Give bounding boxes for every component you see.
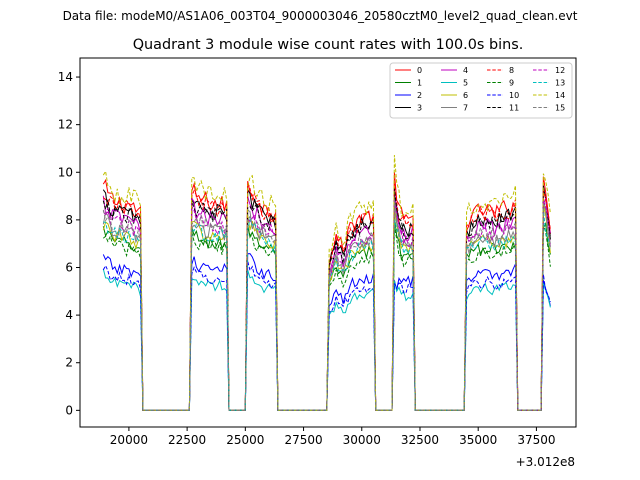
x-tick-label: 22500 (168, 433, 206, 447)
legend-label-11: 11 (509, 104, 519, 113)
x-axis: 20000 22500 25000 27500 30000 32500 35000 37500 (110, 427, 556, 447)
y-tick-label: 4 (65, 308, 73, 322)
x-tick-label: 35000 (459, 433, 497, 447)
legend-label-9: 9 (509, 79, 514, 88)
legend-frame (389, 62, 573, 119)
legend-label-12: 12 (555, 66, 565, 75)
legend-label-1: 1 (417, 79, 422, 88)
y-tick-label: 10 (58, 165, 73, 179)
legend-label-0: 0 (417, 66, 422, 75)
legend-label-10: 10 (509, 91, 519, 100)
y-tick-label: 12 (58, 118, 73, 132)
y-tick-label: 14 (58, 70, 73, 84)
x-tick-label: 25000 (226, 433, 264, 447)
legend-label-7: 7 (463, 104, 468, 113)
x-tick-label: 37500 (517, 433, 555, 447)
chart-title: Quadrant 3 module wise count rates with … (133, 37, 524, 53)
series-line-14 (102, 155, 551, 411)
data-file-label: Data file: modeM0/AS1A06_003T04_90000030… (63, 9, 578, 23)
y-tick-label: 6 (65, 260, 73, 274)
legend-label-6: 6 (463, 91, 468, 100)
x-tick-label: 20000 (110, 433, 148, 447)
legend-label-2: 2 (417, 91, 422, 100)
y-tick-label: 2 (65, 356, 73, 370)
x-offset-label: +3.012e8 (516, 455, 575, 469)
y-tick-label: 0 (65, 403, 73, 417)
legend-label-5: 5 (463, 79, 468, 88)
series-line-15 (102, 199, 551, 411)
y-axis: 0 2 4 6 8 10 12 14 (58, 70, 80, 417)
legend-label-3: 3 (417, 104, 422, 113)
legend-label-13: 13 (555, 79, 565, 88)
series-layer (102, 155, 551, 411)
legend-label-14: 14 (555, 91, 565, 100)
plot-frame (79, 57, 577, 428)
legend-label-4: 4 (463, 66, 468, 75)
legend-label-15: 15 (555, 104, 565, 113)
x-tick-label: 32500 (401, 433, 439, 447)
x-tick-label: 27500 (284, 433, 322, 447)
x-tick-label: 30000 (343, 433, 381, 447)
y-tick-label: 8 (65, 213, 73, 227)
legend-label-8: 8 (509, 66, 514, 75)
series-line-11 (102, 187, 551, 411)
